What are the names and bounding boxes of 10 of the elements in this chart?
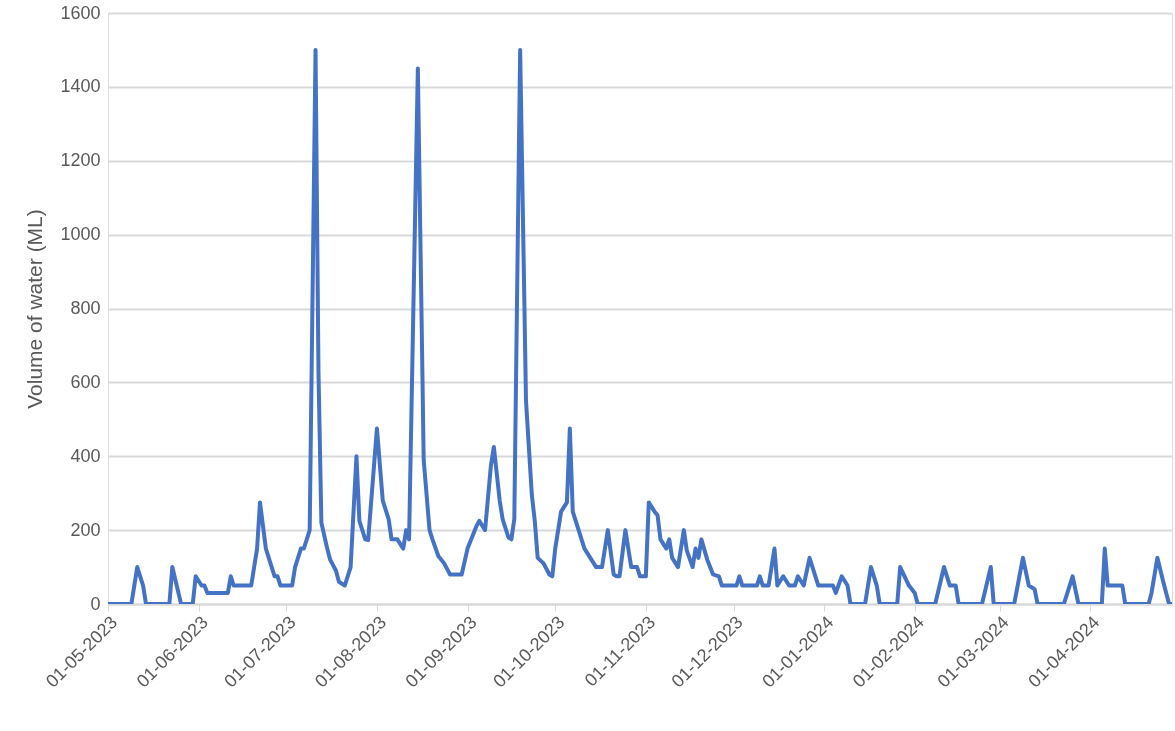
- y-tick-label: 0: [90, 593, 101, 614]
- y-tick-label: 600: [70, 371, 101, 392]
- y-tick-label: 1200: [60, 150, 101, 171]
- y-tick-label: 400: [70, 445, 101, 466]
- y-tick-label: 1000: [60, 224, 101, 245]
- y-tick-label: 200: [70, 519, 101, 540]
- y-tick-label: 800: [70, 298, 101, 318]
- y-tick-label: 1600: [60, 2, 101, 23]
- y-tick-label: 1400: [60, 76, 101, 97]
- y-axis-title: Volume of water (ML): [23, 209, 47, 409]
